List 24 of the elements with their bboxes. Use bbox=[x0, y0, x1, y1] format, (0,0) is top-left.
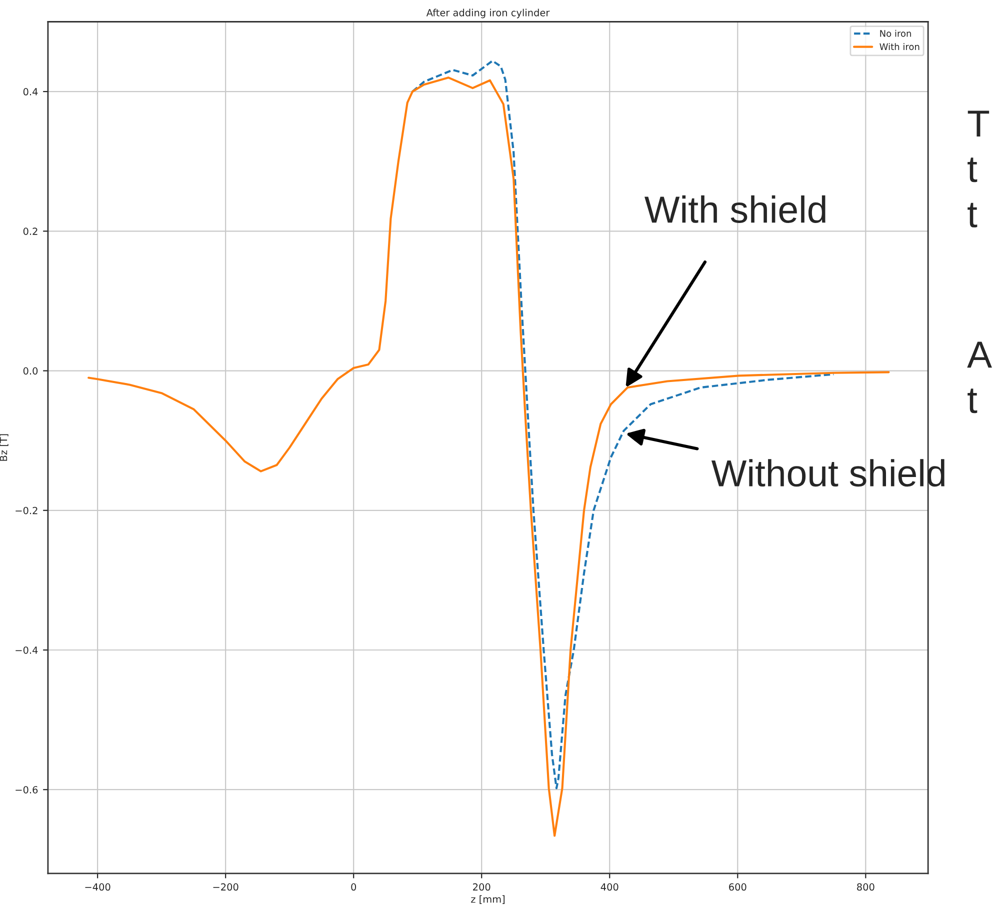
y-tick-label: −0.2 bbox=[16, 506, 38, 514]
y-tick-label: 0.4 bbox=[23, 88, 38, 96]
text: A bbox=[967, 342, 992, 368]
x-tick-label: 0 bbox=[351, 883, 356, 891]
annotation: With shield bbox=[644, 195, 826, 223]
x-tick-label: −200 bbox=[213, 883, 238, 891]
text: t bbox=[968, 202, 978, 228]
y-axis-title: Bz [T] bbox=[0, 434, 8, 461]
chart-title: After adding iron cylinder bbox=[426, 8, 550, 18]
y-tick-label: 0.0 bbox=[23, 367, 38, 375]
y-tick-label: 0.2 bbox=[23, 228, 38, 235]
x-tick-label: 200 bbox=[473, 883, 490, 891]
y-tick-label: −0.6 bbox=[16, 786, 38, 794]
legend-label: No iron bbox=[880, 30, 911, 37]
x-tick-label: −400 bbox=[85, 883, 110, 891]
text: T bbox=[968, 110, 990, 137]
y-tick-label: −0.4 bbox=[16, 646, 38, 654]
x-axis-title: z [mm] bbox=[471, 895, 505, 904]
x-tick-label: 400 bbox=[600, 883, 618, 891]
legend-label: With iron bbox=[880, 43, 920, 50]
text: t bbox=[968, 158, 978, 182]
x-tick-label: 600 bbox=[729, 883, 746, 891]
text: t bbox=[968, 388, 978, 414]
x-tick-label: 800 bbox=[857, 883, 874, 891]
